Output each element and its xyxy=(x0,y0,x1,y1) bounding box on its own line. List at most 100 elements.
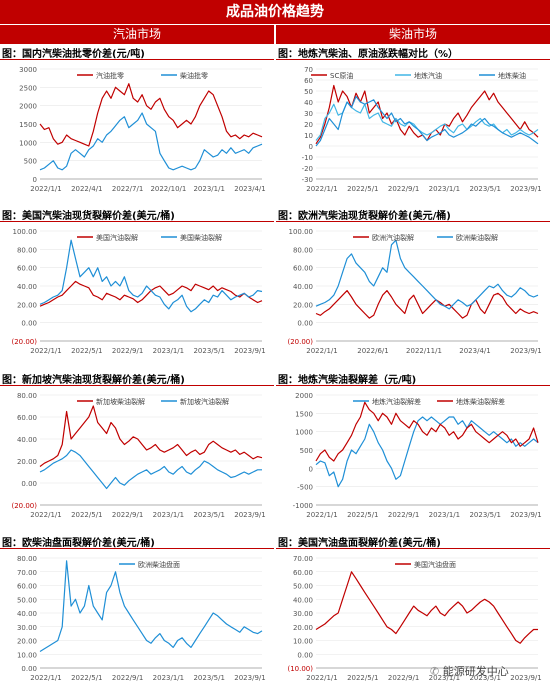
legend-label: SC原油 xyxy=(330,71,353,80)
y-tick-label: 40.00 xyxy=(17,436,37,444)
y-tick-label: 30.00 xyxy=(17,624,37,632)
x-tick-label: 2023/9/1 xyxy=(234,674,265,682)
x-tick-label: 2022/9/1 xyxy=(112,511,143,519)
diesel-market-header: 柴油市场 xyxy=(276,24,550,44)
series-line xyxy=(39,83,263,147)
chart-singapore-crack-spread: (20.00) 0.00 20.00 40.00 60.00 80.00 2022/1/1 2… xyxy=(11,392,265,519)
chart-title: 图：地炼汽柴油裂解差（元/吨) xyxy=(278,375,417,386)
chart-title: 图：欧柴油盘面裂解价差(美元/桶) xyxy=(2,538,155,549)
panel-c7: 图：欧柴油盘面裂解价差(美元/桶) 0.00 10.00 20.00 30.00 40.… xyxy=(0,533,274,696)
chart-title: 图：欧洲汽柴油现货裂解价差(美元/桶) xyxy=(278,211,451,222)
y-tick-label: 1500 xyxy=(19,121,37,129)
chart-title: 图：国内汽柴油批零价差(元/吨) xyxy=(2,49,145,60)
series-line xyxy=(315,289,539,319)
chart-title: 图：美国汽柴油现货裂解价差(美元/桶) xyxy=(2,211,175,222)
y-tick-label: 50.00 xyxy=(293,583,313,591)
y-tick-label: 1000 xyxy=(19,139,37,147)
legend-label: 汽油批零 xyxy=(96,71,124,80)
x-tick-label: 2022/5/1 xyxy=(347,511,378,519)
y-tick-label: 20.00 xyxy=(293,301,313,309)
y-tick-label: 40.00 xyxy=(293,283,313,291)
y-tick-label: 0.00 xyxy=(297,651,313,659)
y-tick-label: 60 xyxy=(304,77,313,85)
legend-label: 欧洲柴油盘面 xyxy=(138,560,180,569)
x-tick-label: 2022/5/1 xyxy=(347,185,378,193)
y-tick-label: 1500 xyxy=(295,410,313,418)
y-tick-label: 30 xyxy=(304,110,313,118)
y-tick-label: 0 xyxy=(309,465,313,473)
x-tick-label: 2023/1/1 xyxy=(429,185,460,193)
x-tick-label: 2022/1/1 xyxy=(30,347,61,355)
x-tick-label: 2022/1/1 xyxy=(306,185,337,193)
x-tick-label: 2022/9/1 xyxy=(388,185,419,193)
y-tick-label: -30 xyxy=(302,176,313,184)
y-tick-label: 30.00 xyxy=(293,610,313,618)
y-tick-label: 60.00 xyxy=(17,583,37,591)
x-tick-label: 2023/9/1 xyxy=(510,511,541,519)
legend-label: 地炼柴油裂解差 xyxy=(456,397,505,406)
x-tick-label: 2023/1/1 xyxy=(153,511,184,519)
x-tick-label: 2023/9/1 xyxy=(510,185,541,193)
series-line xyxy=(39,405,263,467)
x-tick-label: 2023/5/1 xyxy=(469,674,500,682)
legend-label: 欧洲柴油裂解 xyxy=(456,233,498,242)
y-tick-label: 100.00 xyxy=(289,228,314,236)
legend-label: 地炼汽油 xyxy=(414,71,442,80)
x-tick-label: 2022/1/1 xyxy=(306,347,337,355)
y-tick-label: -1000 xyxy=(293,502,313,510)
y-tick-label: 60.00 xyxy=(293,569,313,577)
y-tick-label: 40.00 xyxy=(17,610,37,618)
series-line xyxy=(39,280,263,307)
y-tick-label: 20.00 xyxy=(17,458,37,466)
x-tick-label: 2022/1/1 xyxy=(30,185,61,193)
y-tick-label: (20.00) xyxy=(11,502,37,510)
y-tick-label: (20.00) xyxy=(287,338,313,346)
series-line xyxy=(315,416,539,488)
watermark: ✆ 能源研发中心 xyxy=(430,663,509,679)
legend-label: 地炼柴油 xyxy=(498,71,526,80)
panel-c3: 图：美国汽柴油现货裂解价差(美元/桶) (20.00) 0.00 20.00 40.0… xyxy=(0,206,274,369)
series-line xyxy=(315,571,538,644)
x-tick-label: 2023/5/1 xyxy=(469,511,500,519)
x-tick-label: 2023/9/1 xyxy=(510,674,541,682)
y-tick-label: 40.00 xyxy=(293,596,313,604)
y-tick-label: 0.00 xyxy=(21,320,37,328)
y-tick-label: 20.00 xyxy=(293,624,313,632)
y-tick-label: (10.00) xyxy=(287,665,313,673)
x-tick-label: 2022/11/1 xyxy=(406,347,442,355)
x-tick-label: 2022/1/1 xyxy=(306,511,337,519)
y-tick-label: 40.00 xyxy=(17,283,37,291)
legend-label: 新加坡汽油裂解 xyxy=(180,397,229,406)
x-tick-label: 2022/5/1 xyxy=(347,674,378,682)
y-tick-label: 60.00 xyxy=(17,414,37,422)
y-tick-label: 60.00 xyxy=(17,265,37,273)
series-line xyxy=(39,560,263,653)
chart-europe-crack-spread: (20.00) 0.00 20.00 40.00 60.00 80.00 100.00 202… xyxy=(287,228,541,355)
legend-label: 欧洲汽油裂解 xyxy=(372,233,414,242)
legend-label: 柴油批零 xyxy=(180,71,208,80)
x-tick-label: 2023/4/1 xyxy=(459,347,490,355)
x-tick-label: 2023/9/1 xyxy=(510,347,541,355)
series-line xyxy=(39,239,263,313)
y-tick-label: 70.00 xyxy=(293,555,313,563)
chart-title: 图：美国汽油盘面裂解价差(美元/桶) xyxy=(278,538,441,549)
x-tick-label: 2022/1/1 xyxy=(30,674,61,682)
y-tick-label: 500 xyxy=(24,158,37,166)
series-line xyxy=(315,239,539,310)
y-tick-label: 0 xyxy=(33,176,37,184)
x-tick-label: 2022/5/1 xyxy=(71,674,102,682)
panel-c5: 图：新加坡汽柴油现货裂解价差(美元/桶) (20.00) 0.00 20.00 40.… xyxy=(0,370,274,533)
x-tick-label: 2023/1/1 xyxy=(153,347,184,355)
series-line xyxy=(39,112,263,171)
x-tick-label: 2022/10/1 xyxy=(150,185,186,193)
chart-us-gasoline-futures: (10.00) 0.00 10.00 20.00 30.00 40.00 50.00 60.0… xyxy=(287,555,541,682)
y-tick-label: 20 xyxy=(304,121,313,129)
panel-c1: 图：国内汽柴油批零价差(元/吨) 0 500 1000 1500 2000 2500 300… xyxy=(0,44,274,207)
x-tick-label: 2023/5/1 xyxy=(193,674,224,682)
y-tick-label: 100.00 xyxy=(13,228,38,236)
y-tick-label: 500 xyxy=(300,447,313,455)
series-line xyxy=(39,449,262,490)
y-tick-label: 60.00 xyxy=(293,265,313,273)
legend-label: 美国柴油裂解 xyxy=(180,233,222,242)
y-tick-label: 2000 xyxy=(295,392,313,400)
